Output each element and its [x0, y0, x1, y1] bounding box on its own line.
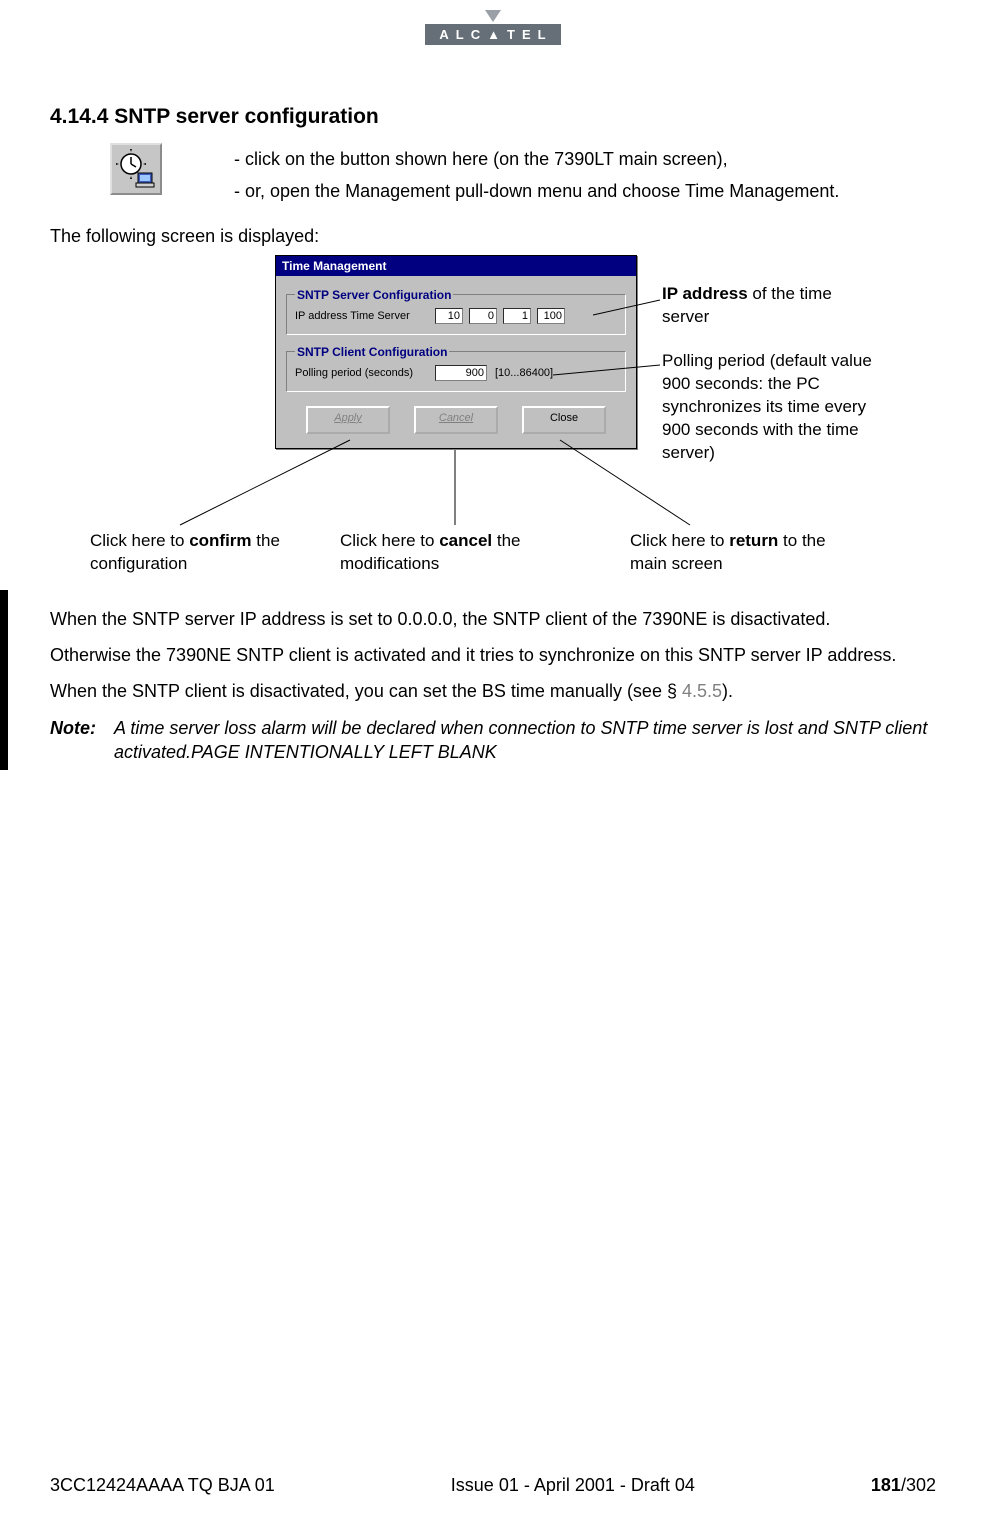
callout-ip-bold: IP address — [662, 284, 748, 303]
ip-label: IP address Time Server — [295, 310, 435, 322]
cancel-button[interactable]: Cancel — [414, 406, 498, 434]
poll-row: Polling period (seconds) [10...86400] — [295, 365, 617, 381]
callout-ip: IP address of the time server — [662, 283, 862, 329]
ip-octet-2[interactable] — [469, 308, 497, 324]
dialog-titlebar: Time Management — [276, 256, 636, 276]
poll-label: Polling period (seconds) — [295, 367, 435, 379]
footer: 3CC12424AAAA TQ BJA 01 Issue 01 - April … — [50, 1475, 936, 1496]
note-text: A time server loss alarm will be declare… — [114, 716, 936, 765]
ip-row: IP address Time Server — [295, 308, 617, 324]
note-label: Note: — [50, 716, 114, 765]
para-1: When the SNTP server IP address is set t… — [50, 607, 936, 631]
sntp-client-group: SNTP Client Configuration Polling period… — [286, 345, 626, 392]
time-management-dialog: Time Management SNTP Server Configuratio… — [275, 255, 637, 449]
callout-cancel-bold: cancel — [439, 531, 492, 550]
callout-return-pre: Click here to — [630, 531, 729, 550]
sntp-server-legend: SNTP Server Configuration — [295, 288, 453, 302]
page-total: /302 — [901, 1475, 936, 1495]
sntp-server-group: SNTP Server Configuration IP address Tim… — [286, 288, 626, 335]
footer-right: 181/302 — [871, 1475, 936, 1496]
clock-computer-icon — [116, 149, 156, 189]
time-mgmt-button-icon — [110, 143, 162, 195]
sntp-client-legend: SNTP Client Configuration — [295, 345, 449, 359]
callout-return-bold: return — [729, 531, 778, 550]
footer-left: 3CC12424AAAA TQ BJA 01 — [50, 1475, 275, 1496]
dialog-body: SNTP Server Configuration IP address Tim… — [276, 276, 636, 448]
callout-return: Click here to return to the main screen — [630, 530, 850, 576]
intro-line-2: - or, open the Management pull-down menu… — [234, 175, 839, 207]
button-row: Apply Cancel Close — [286, 402, 626, 436]
ip-octet-4[interactable] — [537, 308, 565, 324]
poll-range: [10...86400] — [495, 367, 553, 379]
close-button[interactable]: Close — [522, 406, 606, 434]
down-triangle-icon — [481, 8, 505, 24]
ip-octet-1[interactable] — [435, 308, 463, 324]
para-3-pre: When the SNTP client is disactivated, yo… — [50, 681, 682, 701]
callout-cancel-pre: Click here to — [340, 531, 439, 550]
page-current: 181 — [871, 1475, 901, 1495]
callout-poll: Polling period (default value 900 second… — [662, 350, 892, 465]
callout-cancel: Click here to cancel the modifications — [340, 530, 560, 576]
logo-area: ALC▲TEL — [50, 0, 936, 45]
apply-button[interactable]: Apply — [306, 406, 390, 434]
poll-input[interactable] — [435, 365, 487, 381]
section-heading: 4.14.4 SNTP server configuration — [50, 105, 936, 129]
para-3: When the SNTP client is disactivated, yo… — [50, 679, 936, 703]
section-ref: 4.5.5 — [682, 681, 722, 701]
ip-octet-3[interactable] — [503, 308, 531, 324]
intro-lines: - click on the button shown here (on the… — [234, 143, 839, 208]
callout-confirm: Click here to confirm the configuration — [90, 530, 290, 576]
note: Note: A time server loss alarm will be d… — [50, 716, 936, 765]
callout-confirm-bold: confirm — [189, 531, 251, 550]
para-3-post: ). — [722, 681, 733, 701]
callout-confirm-pre: Click here to — [90, 531, 189, 550]
intro-line-1: - click on the button shown here (on the… — [234, 143, 839, 175]
intro-row: - click on the button shown here (on the… — [110, 143, 936, 208]
page: ALC▲TEL 4.14.4 SNTP server configuration… — [0, 0, 986, 1528]
footer-center: Issue 01 - April 2001 - Draft 04 — [451, 1475, 695, 1496]
figure-area: Time Management SNTP Server Configuratio… — [50, 255, 936, 595]
para-2: Otherwise the 7390NE SNTP client is acti… — [50, 643, 936, 667]
brand-logo: ALC▲TEL — [425, 24, 560, 45]
lead-text: The following screen is displayed: — [50, 226, 936, 247]
